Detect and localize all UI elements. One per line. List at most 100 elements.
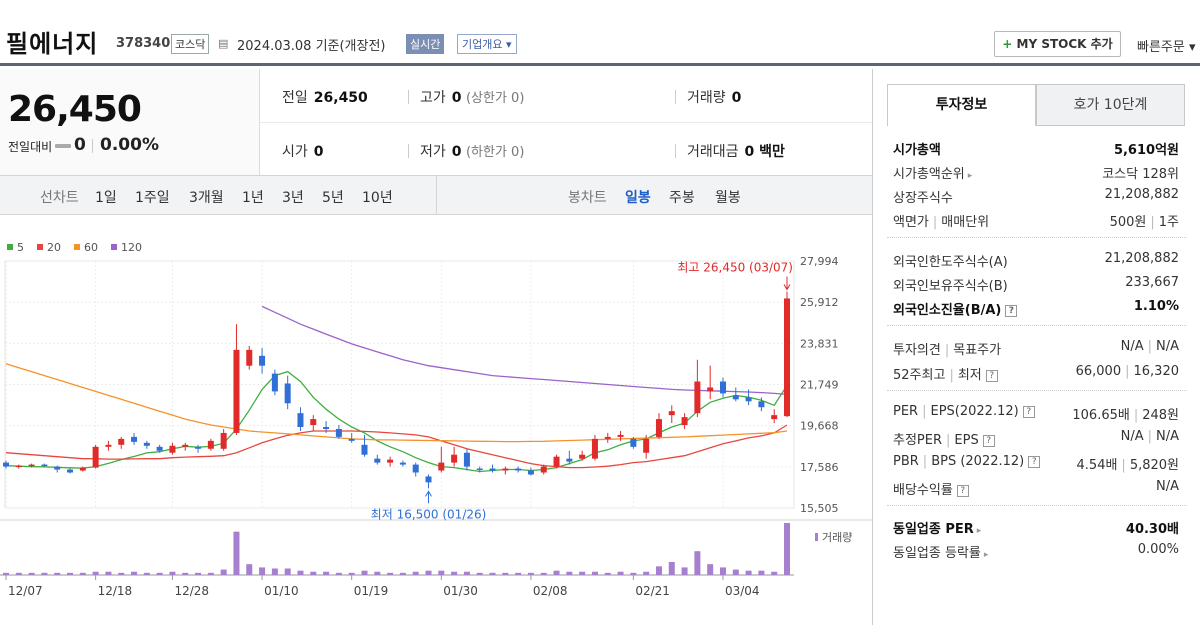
- chevron-right-icon[interactable]: ▸: [967, 171, 973, 181]
- candle-body: [463, 452, 470, 467]
- info-value: 66,000 | 16,320: [1076, 364, 1179, 379]
- period-3m[interactable]: 3개월: [189, 190, 224, 206]
- divider: [675, 90, 676, 104]
- candle-body: [259, 355, 266, 366]
- company-overview-dropdown[interactable]: 기업개요 ▾: [457, 34, 517, 54]
- high-label: 고가: [420, 90, 446, 106]
- low-value: 0: [451, 144, 462, 160]
- info-label-text: 외국인소진율(B/A): [893, 303, 1002, 318]
- realtime-button[interactable]: 실시간: [406, 34, 445, 54]
- volume-bar: [758, 570, 765, 575]
- info-label: 추정PER | EPS?: [893, 429, 995, 448]
- info-label-text: 투자의견: [893, 343, 941, 358]
- candle-body: [617, 434, 624, 437]
- period-1y[interactable]: 1년: [242, 190, 264, 206]
- candle-body: [233, 349, 240, 433]
- candle-body: [771, 415, 778, 420]
- candle-body: [489, 468, 496, 471]
- chevron-right-icon[interactable]: ▸: [976, 526, 982, 536]
- divider: [887, 237, 1187, 238]
- tab-order-book[interactable]: 호가 10단계: [1036, 84, 1185, 126]
- volume-bars: [3, 523, 790, 575]
- candle-body: [643, 438, 650, 453]
- period-1w[interactable]: 1주일: [135, 190, 170, 206]
- y-tick-label: 15,505: [800, 502, 839, 515]
- info-label-text: 액면가: [893, 215, 929, 230]
- volume-bar: [502, 572, 509, 575]
- help-icon[interactable]: ?: [982, 435, 995, 447]
- volume-bar: [297, 570, 304, 575]
- period-5y[interactable]: 5년: [322, 190, 344, 206]
- x-tick-label: 02/21: [635, 584, 670, 598]
- candle-body: [732, 395, 739, 400]
- info-label-text: 시가총액: [893, 143, 941, 158]
- volume-bar: [412, 571, 419, 575]
- info-label: 액면가 | 매매단위: [893, 211, 989, 230]
- x-tick-label: 12/28: [174, 584, 209, 598]
- candle-body: [694, 381, 701, 414]
- info-label: 52주최고 | 최저?: [893, 364, 998, 383]
- volume-bar: [323, 571, 330, 575]
- y-tick-label: 23,831: [800, 337, 839, 350]
- volume-bar: [463, 571, 470, 575]
- info-value-text: N/A: [1156, 339, 1179, 354]
- info-value-text: 248원: [1142, 408, 1179, 423]
- info-row: 동일업종 PER ▸ 40.30배: [893, 518, 1179, 540]
- divider: [675, 144, 676, 158]
- candle-monthly[interactable]: 월봉: [715, 190, 741, 206]
- high-arrow-head: [783, 284, 791, 291]
- tab-invest-info[interactable]: 투자정보: [887, 84, 1036, 126]
- candle-body: [374, 458, 381, 463]
- candle-body: [540, 466, 547, 473]
- candle-body: [246, 349, 253, 366]
- candle-weekly[interactable]: 주봉: [669, 190, 695, 206]
- period-3y[interactable]: 3년: [282, 190, 304, 206]
- amount-label: 거래대금: [687, 144, 739, 160]
- change-label: 전일대비: [8, 140, 53, 154]
- volume-bar: [617, 571, 624, 575]
- candle-body: [220, 432, 227, 449]
- info-label: PBR | BPS (2022.12)?: [893, 454, 1041, 469]
- volume-bar: [732, 569, 739, 575]
- period-10y[interactable]: 10년: [362, 190, 393, 206]
- prev-value: 26,450: [313, 90, 368, 106]
- candle-body: [79, 467, 86, 471]
- info-value-text: 16,320: [1133, 364, 1180, 379]
- info-value-text: 21,208,882: [1104, 251, 1179, 266]
- info-label: 배당수익률?: [893, 479, 969, 498]
- divider: [408, 90, 409, 104]
- candle-body: [156, 446, 163, 451]
- info-value: 5,610억원: [1114, 139, 1179, 158]
- period-1d[interactable]: 1일: [95, 190, 117, 206]
- help-icon[interactable]: ?: [985, 370, 998, 382]
- info-value: 40.30배: [1126, 518, 1179, 537]
- volume-bar: [233, 531, 240, 575]
- info-row: 배당수익률? N/A: [893, 479, 1179, 501]
- volume-bar: [655, 566, 662, 575]
- legend-swatch: [37, 244, 43, 250]
- help-icon[interactable]: ?: [1005, 305, 1018, 317]
- prev-close: 전일 26,450: [282, 87, 368, 107]
- chevron-right-icon[interactable]: ▸: [983, 550, 989, 560]
- candle-body: [284, 383, 291, 404]
- high-value: 0: [451, 90, 462, 106]
- info-row: 액면가 | 매매단위 500원 | 1주: [893, 211, 1179, 233]
- info-label-text: 동일업종 등락률: [893, 546, 981, 561]
- x-tick-label: 12/07: [8, 584, 43, 598]
- help-icon[interactable]: ?: [1022, 406, 1035, 418]
- info-label-text: PER: [893, 404, 919, 419]
- my-stock-add-button[interactable]: + MY STOCK 추가: [994, 31, 1121, 57]
- candle-body: [412, 464, 419, 473]
- candle-body: [41, 464, 48, 467]
- help-icon[interactable]: ?: [956, 485, 969, 497]
- volume-bar: [143, 572, 150, 575]
- legend-label: 20: [47, 241, 61, 254]
- help-icon[interactable]: ?: [1028, 456, 1041, 468]
- info-label: 동일업종 PER ▸: [893, 518, 981, 537]
- candle-body: [143, 442, 150, 446]
- volume-bar: [566, 571, 573, 575]
- volume-bar: [527, 572, 534, 575]
- info-row: 외국인한도주식수(A) 21,208,882: [893, 251, 1179, 273]
- quick-order-dropdown[interactable]: 빠른주문 ▾: [1137, 40, 1196, 55]
- candle-daily[interactable]: 일봉: [625, 190, 651, 206]
